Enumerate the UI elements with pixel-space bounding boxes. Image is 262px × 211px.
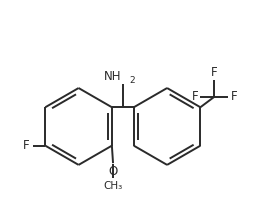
Text: F: F [211,66,218,79]
Text: NH: NH [104,70,122,83]
Text: CH₃: CH₃ [103,181,123,191]
Text: O: O [108,165,118,179]
Text: F: F [22,139,29,152]
Text: F: F [231,90,237,103]
Text: 2: 2 [129,76,135,85]
Text: F: F [192,90,198,103]
